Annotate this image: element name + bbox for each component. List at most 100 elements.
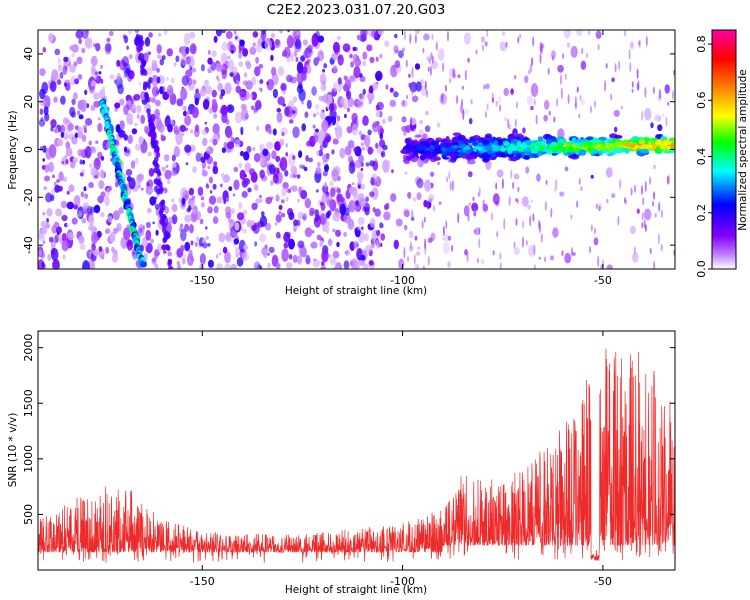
spectrogram-speckle: [253, 153, 261, 163]
spectrogram-speckle: [252, 42, 256, 47]
horizontal-band-mark: [548, 136, 557, 140]
horizontal-band-mark: [482, 152, 489, 158]
spectrogram-speckle: [580, 186, 583, 192]
horizontal-band-mark: [472, 135, 481, 141]
spectrogram-speckle: [70, 75, 76, 86]
spectrogram-speckle: [123, 35, 129, 44]
horizontal-band-mark: [573, 139, 583, 143]
spectrogram-speckle: [65, 147, 73, 157]
spectrogram-speckle: [641, 222, 644, 229]
spectrogram-speckle: [275, 194, 280, 202]
spectrogram-speckle: [508, 196, 511, 206]
spectrogram-speckle: [132, 254, 138, 261]
horizontal-band-mark: [433, 156, 441, 161]
spectrogram-speckle: [408, 82, 412, 88]
spectrogram-speckle: [401, 116, 407, 123]
horizontal-band-mark: [592, 149, 599, 155]
spectrogram-speckle: [109, 232, 116, 243]
spectrogram-speckle: [572, 252, 576, 256]
spectrogram-speckle: [109, 74, 115, 80]
spectrogram-speckle: [286, 35, 295, 49]
spectrogram-speckle: [116, 59, 121, 67]
spectrogram-speckle: [144, 36, 151, 47]
spectrogram-speckle: [374, 188, 378, 196]
spectrogram-speckle: [39, 146, 45, 151]
spectrogram-speckle: [92, 92, 100, 100]
spectrogram-speckle: [212, 183, 217, 190]
spectrogram-speckle: [109, 30, 114, 37]
diagonal-track-mark: [140, 260, 146, 268]
spectrogram-speckle: [671, 90, 674, 100]
spectrogram-speckle: [349, 75, 355, 82]
spectrogram-speckle: [510, 88, 514, 95]
spectrogram-speckle: [403, 210, 410, 218]
spectrogram-speckle: [312, 259, 320, 268]
spectrogram-speckle: [398, 50, 404, 59]
horizontal-band-mark: [614, 135, 623, 139]
spectrogram-speckle: [187, 55, 195, 68]
spectrogram-speckle: [329, 257, 337, 266]
spectrogram-speckle: [459, 104, 462, 113]
spectrogram-speckle: [605, 63, 608, 69]
spectrogram-speckle: [614, 62, 617, 73]
spectrogram-speckle: [560, 74, 562, 86]
spectrogram-speckle: [299, 165, 303, 169]
spectrogram-speckle: [275, 231, 281, 239]
horizontal-band-mark: [613, 142, 620, 146]
spectrogram-speckle: [301, 123, 307, 132]
spectrogram-speckle: [451, 244, 454, 252]
spectrogram-speckle: [336, 115, 341, 122]
spectrogram-speckle: [52, 258, 60, 269]
spectrogram-speckle: [391, 169, 394, 174]
spectrogram-speckle: [658, 233, 660, 245]
spectrogram-speckle: [270, 33, 276, 38]
horizontal-band-mark: [663, 140, 672, 146]
spectrogram-speckle: [158, 32, 161, 37]
spectrogram-speckle: [213, 205, 219, 214]
spectrogram-speckle: [148, 168, 155, 177]
spectrogram-speckle: [283, 46, 291, 59]
spectrogram-speckle: [360, 30, 367, 38]
spectrogram-speckle: [496, 230, 499, 238]
spectrogram-speckle: [473, 229, 476, 234]
spectrogram-speckle: [207, 259, 214, 268]
spectrogram-speckle: [405, 59, 408, 68]
spectrogram-speckle: [309, 211, 314, 217]
spectrogram-speckle: [220, 63, 228, 75]
spectrogram-speckle: [464, 69, 467, 81]
spectrogram-speckle: [540, 233, 543, 243]
spectrogram-speckle: [38, 250, 42, 256]
spectrogram-speckle: [167, 123, 173, 133]
spectrogram-speckle: [39, 108, 44, 115]
spectrogram-speckle: [570, 214, 573, 220]
spectrogram-speckle: [499, 252, 502, 260]
spectrogram-speckle: [145, 66, 153, 76]
spectrogram-speckle: [409, 241, 412, 250]
spectrogram-speckle: [461, 85, 464, 90]
spectrogram-speckle: [163, 236, 168, 243]
spectrogram-speckle: [579, 95, 582, 101]
spectrogram-speckle: [188, 224, 194, 234]
spectrogram-speckle: [226, 45, 231, 51]
spectrogram-speckle: [329, 181, 334, 186]
spectrogram-speckle: [62, 65, 68, 75]
spectrogram-speckle: [184, 223, 190, 232]
spectrogram-speckle: [274, 141, 281, 151]
spectrogram-speckle: [65, 118, 70, 124]
spectrogram-speckle: [480, 36, 485, 43]
spectrogram-speckle: [356, 34, 361, 41]
spectrogram-speckle: [182, 105, 186, 111]
spectrogram-speckle: [177, 264, 181, 269]
spectrogram-speckle: [53, 181, 57, 186]
spectrogram-speckle: [182, 110, 187, 117]
spectrogram-speckle: [221, 41, 228, 52]
spectrogram-speckle: [293, 219, 299, 227]
spectrogram-speckle: [336, 193, 344, 207]
spectrogram-speckle: [77, 203, 81, 208]
horizontal-band-mark: [542, 146, 548, 152]
spectrogram-speckle: [332, 41, 340, 54]
horizontal-band-mark: [516, 140, 522, 146]
spectrogram-speckle: [636, 208, 640, 214]
horizontal-band-mark: [596, 140, 601, 144]
spectrogram-speckle: [79, 99, 87, 112]
